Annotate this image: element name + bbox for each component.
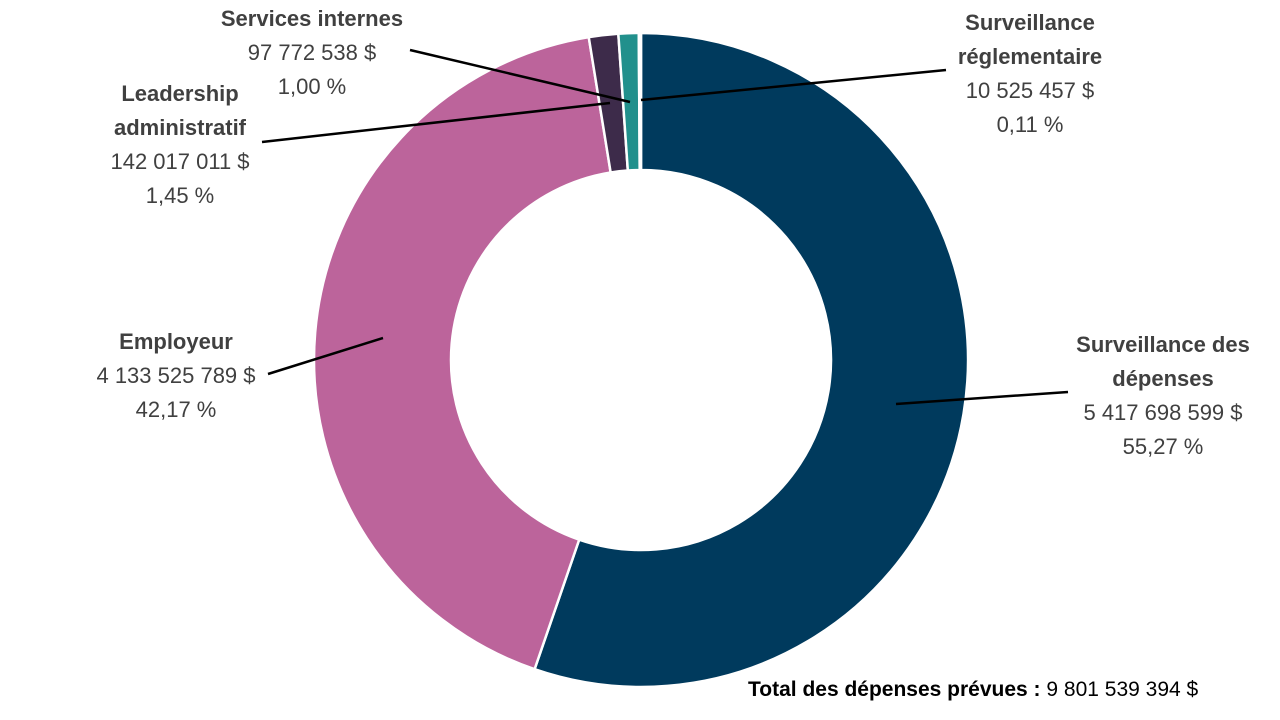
leader-line-0 xyxy=(895,390,1069,406)
slice-name-0-0: Surveillance des xyxy=(1076,332,1250,357)
slice-name-2-1: administratif xyxy=(114,115,247,140)
slice-label-2: Leadership administratif 142 017 011 $ 1,45… xyxy=(110,81,249,208)
slice-0 xyxy=(533,31,970,689)
slice-label-0: Surveillance des dépenses 5 417 698 599 $ 5… xyxy=(1076,332,1250,459)
slice-value-3: 97 772 538 $ xyxy=(248,40,376,65)
slice-labels: Surveillance des dépenses 5 417 698 599 $ 5… xyxy=(96,6,1249,459)
slice-name-2-0: Leadership xyxy=(121,81,238,106)
leader-lines xyxy=(261,48,1069,406)
total-label: Total des dépenses prévues : xyxy=(748,678,1041,701)
leader-line-4 xyxy=(640,68,947,102)
donut-slices xyxy=(312,31,970,689)
slice-label-3: Services internes 97 772 538 $ 1,00 % xyxy=(221,6,403,99)
total-value: 9 801 539 394 $ xyxy=(1046,678,1199,701)
slice-percent-0: 55,27 % xyxy=(1123,434,1204,459)
slice-percent-3: 1,00 % xyxy=(278,74,347,99)
slice-name-4-1: réglementaire xyxy=(958,44,1102,69)
slice-name-4-0: Surveillance xyxy=(965,10,1095,35)
slice-value-2: 142 017 011 $ xyxy=(110,149,249,174)
leader-line-2 xyxy=(261,101,611,144)
slice-4 xyxy=(637,31,643,172)
slice-value-1: 4 133 525 789 $ xyxy=(96,363,255,388)
slice-label-4: Surveillance réglementaire 10 525 457 $ 0,1… xyxy=(958,10,1102,137)
slice-percent-4: 0,11 % xyxy=(997,112,1064,137)
total-planned-spending: Total des dépenses prévues : 9 801 539 3… xyxy=(748,678,1198,702)
slice-1 xyxy=(312,35,613,671)
slice-value-4: 10 525 457 $ xyxy=(966,78,1094,103)
slice-name-1-0: Employeur xyxy=(119,329,233,354)
slice-percent-2: 1,45 % xyxy=(146,183,215,208)
leader-line-3 xyxy=(409,48,631,104)
slice-percent-1: 42,17 % xyxy=(136,397,217,422)
leader-line-1 xyxy=(267,336,384,376)
slice-name-0-1: dépenses xyxy=(1112,366,1214,391)
slice-value-0: 5 417 698 599 $ xyxy=(1083,400,1242,425)
slice-label-1: Employeur 4 133 525 789 $ 42,17 % xyxy=(96,329,255,422)
slice-name-3-0: Services internes xyxy=(221,6,403,31)
